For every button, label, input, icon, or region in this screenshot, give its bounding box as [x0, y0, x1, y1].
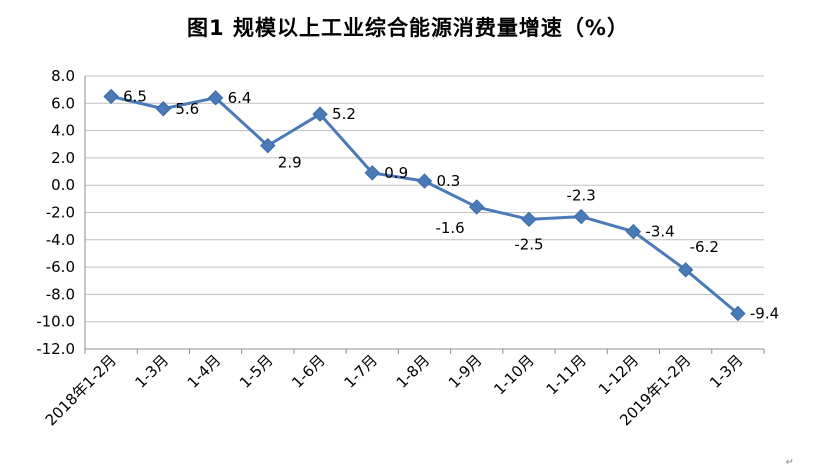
data-point-marker [416, 173, 433, 189]
data-label: 2.9 [278, 154, 302, 172]
x-tick-label: 1-11月 [543, 351, 590, 398]
y-tick-label: 8.0 [51, 67, 75, 85]
x-tick-label: 1-5月 [236, 351, 277, 392]
x-tick-label: 1-3月 [132, 351, 173, 392]
data-label: 5.2 [332, 105, 356, 123]
data-label: -2.5 [514, 235, 543, 253]
data-label: -3.4 [645, 223, 674, 241]
data-label: 0.9 [384, 164, 408, 182]
data-label: -9.4 [750, 305, 779, 323]
y-tick-label: 2.0 [51, 149, 75, 167]
y-tick-label: 4.0 [51, 122, 75, 140]
data-point-marker [364, 165, 380, 181]
data-point-marker [155, 101, 172, 117]
y-tick-label: -6.0 [46, 258, 75, 276]
paragraph-mark-icon: ↵ [785, 457, 794, 468]
data-point-marker [573, 208, 589, 225]
y-tick-label: 6.0 [51, 94, 75, 112]
y-tick-label: 0.0 [51, 176, 75, 194]
y-tick-label: -2.0 [46, 204, 75, 222]
x-tick-label: 1-4月 [184, 351, 225, 392]
x-tick-label: 1-3月 [706, 351, 747, 392]
x-tick-label: 1-7月 [340, 351, 381, 392]
data-point-marker [677, 262, 694, 278]
data-label: 6.5 [123, 87, 147, 105]
series-line [110, 95, 739, 315]
data-point-marker [469, 199, 485, 215]
data-point-marker [260, 137, 276, 154]
x-tick-label: 1-10月 [490, 351, 537, 398]
y-tick-label: -12.0 [36, 340, 75, 358]
chart-title: 图1 规模以上工业综合能源消费量增速（%） [187, 16, 629, 40]
y-tick-label: -4.0 [46, 231, 75, 249]
x-tick-label: 1-6月 [288, 351, 329, 392]
data-label: -6.2 [690, 238, 719, 256]
x-tick-label: 1-8月 [393, 351, 434, 392]
data-label: -2.3 [567, 187, 596, 205]
data-point-marker [312, 106, 328, 122]
x-tick-label: 2018年1-2月 [42, 351, 120, 429]
data-label: 6.4 [228, 89, 252, 107]
y-tick-label: -8.0 [46, 285, 75, 303]
x-tick-label: 1-12月 [595, 351, 642, 398]
y-tick-label: -10.0 [36, 313, 75, 331]
data-point-marker [207, 90, 224, 106]
data-point-marker [103, 88, 119, 105]
x-tick-label: 1-9月 [445, 351, 486, 392]
data-point-marker [730, 305, 746, 322]
data-label: -1.6 [435, 219, 464, 237]
data-point-marker [521, 211, 537, 228]
data-label: 0.3 [437, 172, 461, 190]
data-label: 5.6 [175, 100, 199, 118]
data-point-marker [625, 223, 642, 240]
